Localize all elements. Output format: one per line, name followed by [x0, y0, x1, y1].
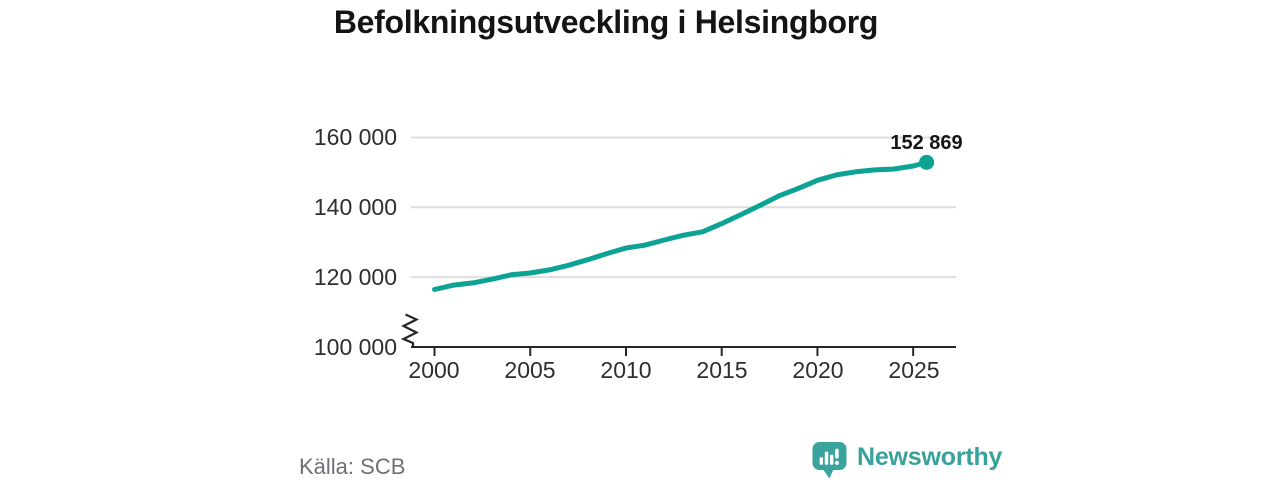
y-axis-break-icon	[400, 313, 420, 347]
source-label: Källa: SCB	[299, 454, 406, 479]
end-value-annotation: 152 869	[890, 132, 963, 154]
x-axis-tick-label: 2020	[792, 357, 844, 383]
y-axis-tick-label: 140 000	[313, 194, 397, 220]
x-axis-tick-label: 2025	[888, 357, 940, 383]
x-axis-tick-label: 2005	[504, 357, 556, 383]
y-axis-tick-label: 100 000	[313, 334, 397, 360]
brand-wordmark: Newsworthy	[857, 442, 1003, 471]
y-axis-tick-label: 160 000	[313, 124, 397, 150]
population-line-series	[432, 159, 930, 292]
newsworthy-bubble-chart-icon	[812, 442, 847, 479]
y-axis-tick-label: 120 000	[313, 264, 397, 290]
brand-logo: Newsworthy	[811, 441, 1002, 479]
end-point-marker	[919, 154, 935, 170]
x-axis-tick-label: 2015	[696, 357, 748, 383]
x-axis-tick-label: 2010	[600, 357, 652, 383]
x-axis-tick-label: 2000	[408, 357, 460, 383]
chart-title: Befolkningsutveckling i Helsingborg	[333, 4, 879, 40]
